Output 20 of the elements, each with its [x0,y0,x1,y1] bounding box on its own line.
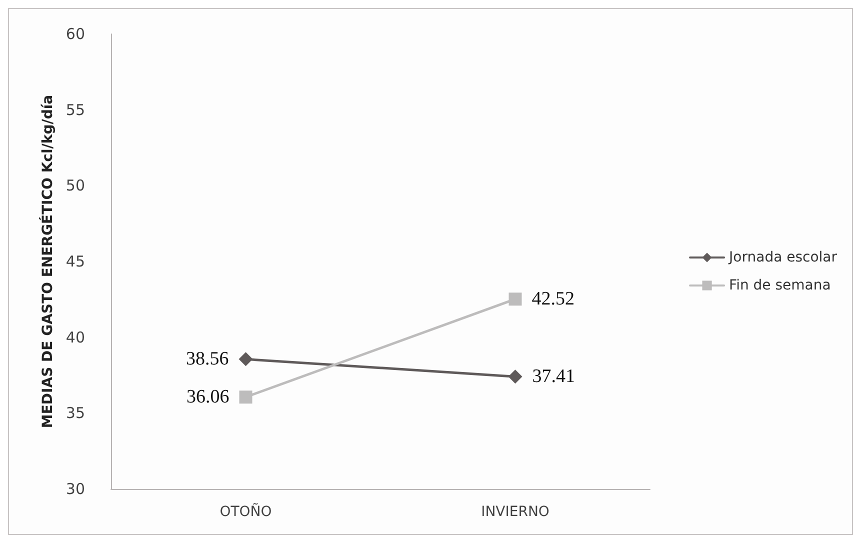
data-label: 42.52 [532,288,574,310]
point [508,370,522,384]
data-label: 37.41 [532,366,575,388]
x-tick-label: INVIERNO [481,504,550,520]
data-label: 36.06 [186,386,230,408]
data-label: 38.56 [186,348,229,370]
y-tick-label: 50 [66,176,85,195]
point [238,352,253,366]
y-tick-label: 40 [66,328,85,346]
y-tick-label: 60 [66,25,85,43]
point [508,292,522,306]
legend-label: Fin de semana [729,278,831,294]
y-tick-label: 45 [66,252,85,270]
point [239,390,252,404]
y-tick-label: 55 [66,100,85,119]
y-tick-label: 35 [66,404,85,422]
legend-label: Jornada escolar [728,250,838,266]
y-axis-title: MEDIAS DE GASTO ENERGÉTICO Kcl/kg/día [39,94,56,428]
y-tick-label: 30 [66,480,85,498]
x-tick-label: OTOÑO [220,503,272,520]
